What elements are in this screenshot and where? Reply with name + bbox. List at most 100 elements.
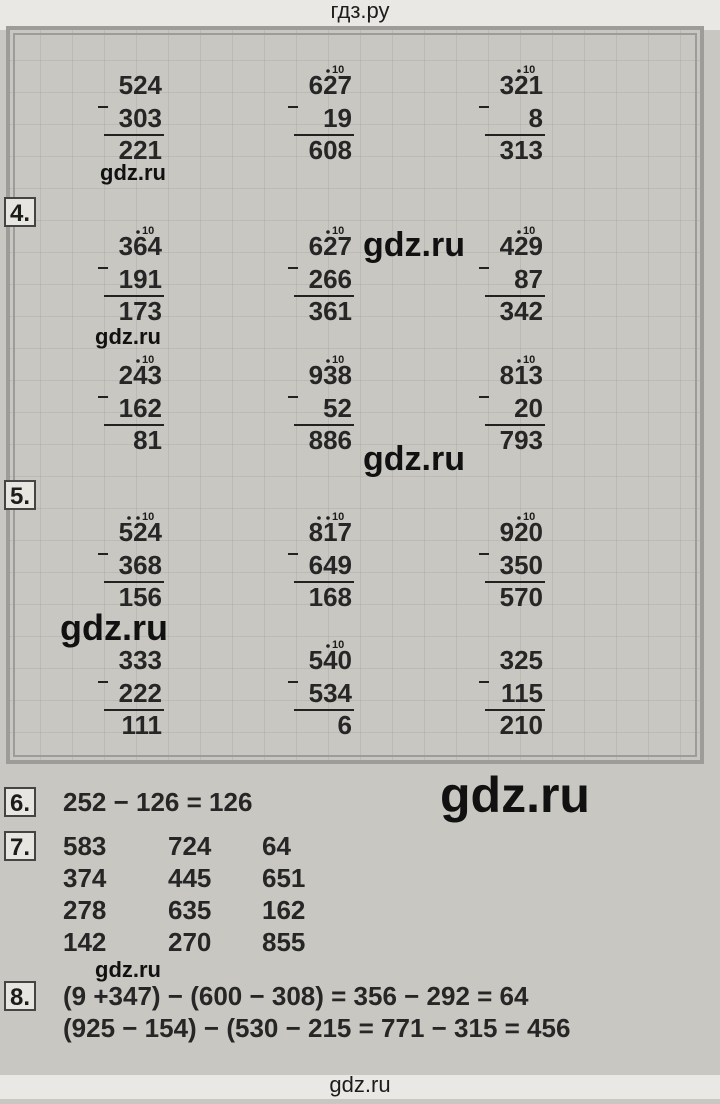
task-label: 6. xyxy=(10,790,30,817)
watermark: gdz.ru xyxy=(95,324,161,349)
difference: 6 xyxy=(338,710,352,740)
task7-number: 635 xyxy=(168,895,211,925)
minuend: 627 xyxy=(309,231,352,261)
borrow-dot xyxy=(517,359,521,363)
borrow-dot xyxy=(326,69,330,73)
subtrahend: 115 xyxy=(501,678,543,708)
watermark: gdz.ru xyxy=(100,160,166,185)
watermark: gdz.ru xyxy=(60,607,168,648)
borrow-mark: 10 xyxy=(523,354,535,366)
label-box xyxy=(4,787,36,817)
task-label: 7. xyxy=(10,834,30,861)
task7-number: 651 xyxy=(262,863,305,893)
footer: gdz.ru xyxy=(329,1072,390,1097)
minuend: 920 xyxy=(500,517,543,547)
task7-number: 374 xyxy=(63,863,107,893)
task7-number: 64 xyxy=(262,831,291,861)
borrow-mark: 10 xyxy=(332,639,344,651)
borrow-mark: 10 xyxy=(332,64,344,76)
borrow-dot xyxy=(317,516,321,520)
subtrahend: 303 xyxy=(119,103,162,133)
borrow-mark: 10 xyxy=(523,64,535,76)
minuend: 627 xyxy=(309,70,352,100)
header-bar xyxy=(0,0,720,30)
watermark: gdz.ru xyxy=(363,226,465,264)
borrow-dot xyxy=(136,230,140,234)
borrow-dot xyxy=(517,69,521,73)
task7-number: 445 xyxy=(168,863,211,893)
borrow-dot xyxy=(136,359,140,363)
frame-inner xyxy=(13,33,697,757)
borrow-mark: 10 xyxy=(142,225,154,237)
header: гдз.ру xyxy=(330,0,389,23)
task7-number: 583 xyxy=(63,831,106,861)
difference: 608 xyxy=(309,135,352,165)
borrow-mark: 10 xyxy=(142,511,154,523)
watermark: gdz.ru xyxy=(440,767,590,823)
task8-line: (925 − 154) − (530 − 215 = 771 − 315 = 4… xyxy=(63,1013,570,1043)
borrow-dot xyxy=(127,516,131,520)
difference: 111 xyxy=(121,710,162,740)
task-label: 8. xyxy=(10,984,30,1011)
subtrahend: 534 xyxy=(309,678,353,708)
borrow-dot xyxy=(517,230,521,234)
subtrahend: 266 xyxy=(309,264,352,294)
borrow-dot xyxy=(136,516,140,520)
borrow-dot xyxy=(326,230,330,234)
subtrahend: 368 xyxy=(119,550,162,580)
subtrahend: 162 xyxy=(119,393,162,423)
difference: 173 xyxy=(119,296,162,326)
subtrahend: 52 xyxy=(323,393,352,423)
minuend: 813 xyxy=(500,360,543,390)
minuend: 524 xyxy=(119,70,163,100)
borrow-mark: 10 xyxy=(332,354,344,366)
minuend: 817 xyxy=(309,517,352,547)
minuend: 243 xyxy=(119,360,162,390)
difference: 313 xyxy=(500,135,543,165)
borrow-dot xyxy=(326,516,330,520)
borrow-mark: 10 xyxy=(142,354,154,366)
minuend: 321 xyxy=(500,70,543,100)
subtrahend: 649 xyxy=(309,550,352,580)
minuend: 333 xyxy=(119,645,162,675)
difference: 221 xyxy=(119,135,162,165)
task7-number: 142 xyxy=(63,927,106,957)
subtrahend: 20 xyxy=(514,393,543,423)
borrow-mark: 10 xyxy=(332,225,344,237)
borrow-dot xyxy=(326,359,330,363)
frame xyxy=(6,26,704,764)
difference: 81 xyxy=(133,425,162,455)
subtrahend: 8 xyxy=(529,103,543,133)
borrow-mark: 10 xyxy=(523,511,535,523)
borrow-mark: 10 xyxy=(332,511,344,523)
task7-number: 162 xyxy=(262,895,305,925)
minuend: 429 xyxy=(500,231,543,261)
difference: 210 xyxy=(500,710,543,740)
task8-line: (9 +347) − (600 − 308) = 356 − 292 = 64 xyxy=(63,981,529,1011)
label-box xyxy=(4,197,36,227)
minuend: 325 xyxy=(500,645,543,675)
minuend: 938 xyxy=(309,360,352,390)
borrow-dot xyxy=(326,644,330,648)
subtrahend: 87 xyxy=(514,264,543,294)
difference: 361 xyxy=(309,296,352,326)
task7-number: 724 xyxy=(168,831,212,861)
task6-text: 252 − 126 = 126 xyxy=(63,787,252,817)
difference: 168 xyxy=(309,582,352,612)
label-box xyxy=(4,480,36,510)
difference: 793 xyxy=(500,425,543,455)
watermark: gdz.ru xyxy=(363,440,465,478)
watermark: gdz.ru xyxy=(95,957,161,982)
label-box xyxy=(4,981,36,1011)
difference: 156 xyxy=(119,582,162,612)
task7-number: 855 xyxy=(262,927,305,957)
section-label: 4. xyxy=(10,200,30,227)
section-label: 5. xyxy=(10,483,30,510)
difference: 570 xyxy=(500,582,543,612)
minuend: 540 xyxy=(309,645,352,675)
minuend: 524 xyxy=(119,517,163,547)
borrow-dot xyxy=(517,516,521,520)
subtrahend: 222 xyxy=(119,678,162,708)
